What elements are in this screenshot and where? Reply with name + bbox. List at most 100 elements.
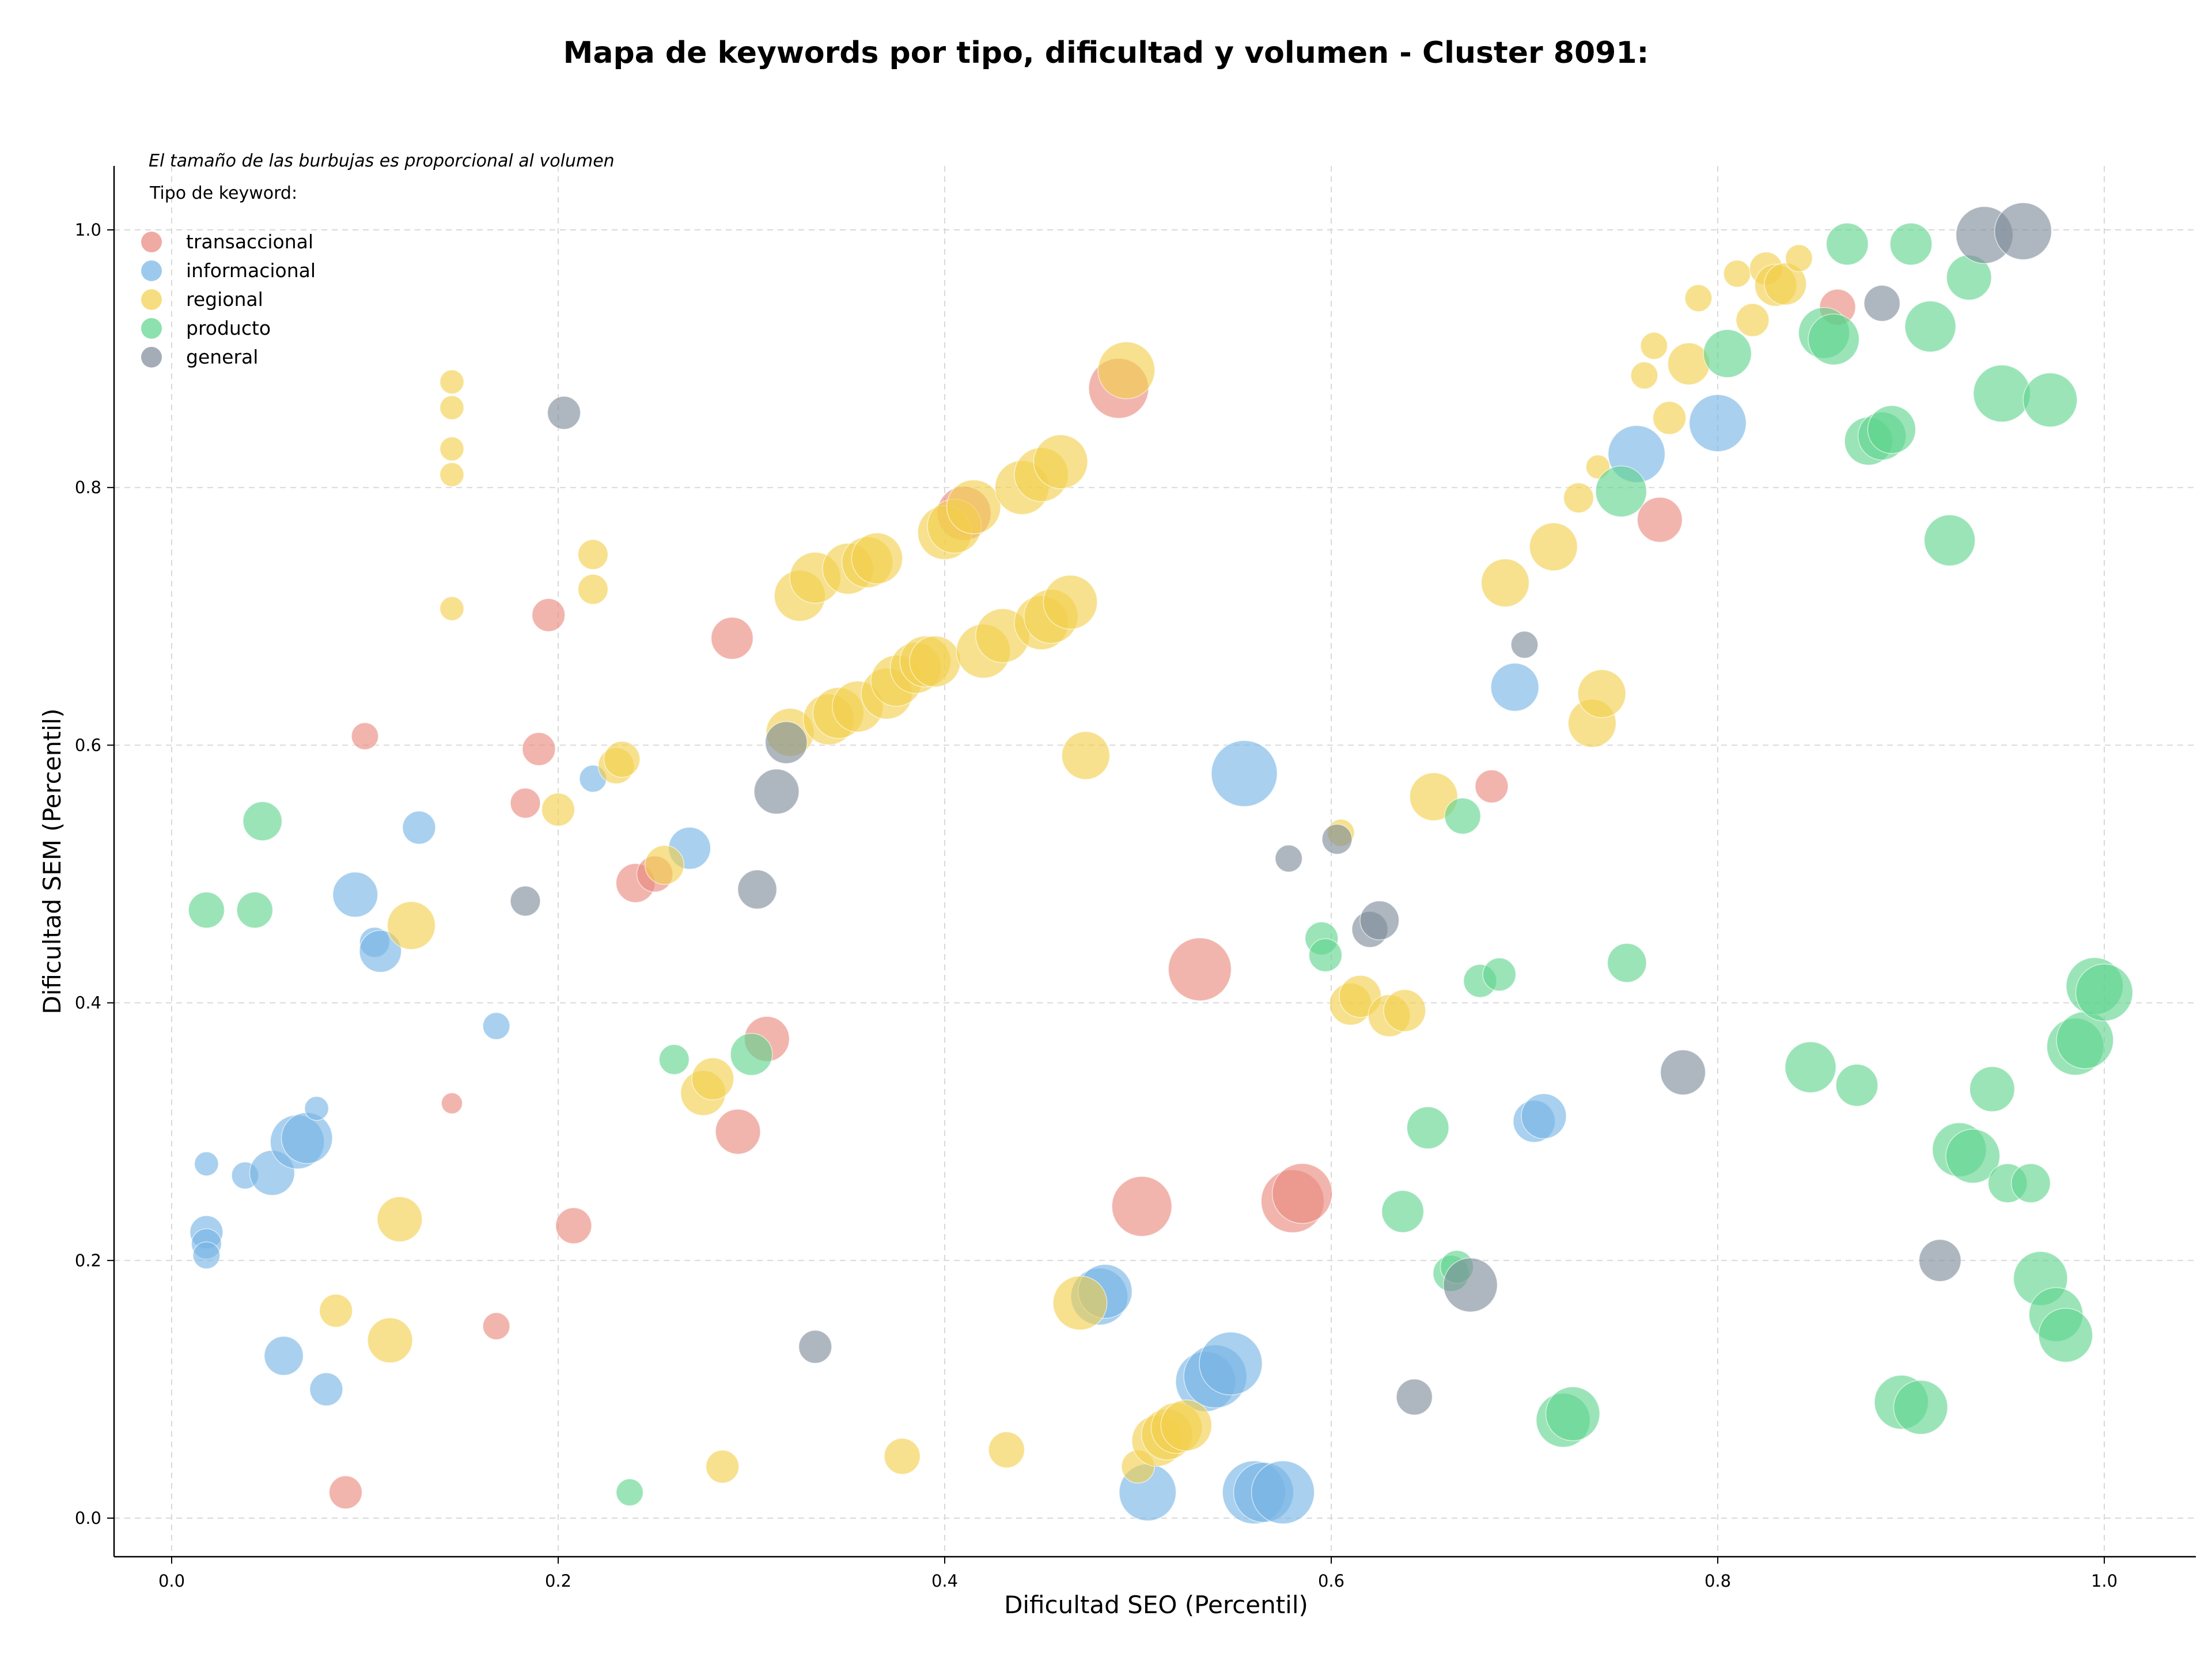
y-axis-label: Dificultad SEM (Percentil) <box>38 709 66 1015</box>
grid-layer <box>114 166 2196 1557</box>
bubble-regional <box>909 635 961 688</box>
bubble-producto <box>1482 958 1517 992</box>
bubble-producto <box>1308 938 1343 973</box>
bubble-general <box>1510 630 1539 659</box>
bubble-regional <box>988 1431 1025 1469</box>
bubble-regional <box>1630 361 1658 389</box>
bubble-transaccional <box>1271 1163 1333 1224</box>
bubble-regional <box>319 1293 353 1328</box>
bubble-transaccional <box>351 722 379 750</box>
x-tick-label: 0.4 <box>931 1571 958 1591</box>
bubble-producto <box>1808 313 1860 366</box>
bubble-producto <box>1545 1386 1600 1441</box>
bubble-general <box>1396 1378 1433 1416</box>
bubble-regional <box>705 1450 740 1484</box>
bubble-transaccional <box>441 1092 463 1114</box>
legend-label-general: general <box>186 346 258 368</box>
bubble-general <box>798 1330 832 1364</box>
bubble-regional <box>851 532 903 585</box>
bubble-regional <box>1736 303 1770 337</box>
bubble-informacional <box>402 811 436 845</box>
bubble-producto <box>1595 465 1647 517</box>
bubble-regional <box>577 539 609 570</box>
bubble-informacional <box>1521 1093 1567 1140</box>
bubble-producto <box>1969 1066 2016 1113</box>
bubble-transaccional <box>555 1207 592 1244</box>
y-tick-label: 0.2 <box>75 1251 101 1270</box>
bubble-producto <box>236 891 274 929</box>
x-axis-label: Dificultad SEO (Percentil) <box>1004 1591 1308 1619</box>
bubble-transaccional <box>522 732 556 766</box>
bubble-regional <box>691 1057 734 1100</box>
bubble-informacional <box>1251 1460 1315 1524</box>
bubble-regional <box>439 395 465 421</box>
bubble-producto <box>615 1478 644 1507</box>
bubble-producto <box>2075 963 2134 1021</box>
bubble-informacional <box>1490 663 1540 712</box>
bubble-regional <box>603 741 641 778</box>
x-tick-label: 0.0 <box>158 1571 185 1591</box>
bubble-regional <box>1684 284 1713 312</box>
bubble-general <box>1660 1049 1706 1096</box>
y-tick-label: 0.6 <box>75 735 101 755</box>
bubble-regional <box>577 574 609 605</box>
y-tick-label: 0.8 <box>75 478 101 497</box>
legend-marker-informacional <box>141 260 162 281</box>
legend: transaccional informacional regional produc… <box>141 230 316 368</box>
y-tick-label: 0.0 <box>75 1508 101 1528</box>
bubble-regional <box>1160 1399 1213 1451</box>
bubble-producto <box>1867 405 1916 454</box>
bubble-producto <box>2010 1163 2051 1204</box>
legend-marker-transaccional <box>141 232 162 252</box>
bubble-producto <box>1904 300 1957 353</box>
bubble-general <box>547 396 581 430</box>
bubble-size-note: El tamaño de las burbujas es proporciona… <box>149 151 615 171</box>
bubble-informacional <box>281 1112 333 1164</box>
legend-label-regional: regional <box>186 288 263 311</box>
bubble-general <box>753 769 800 815</box>
bubble-transaccional <box>710 616 754 660</box>
bubble-regional <box>1033 434 1088 490</box>
bubble-informacional <box>1199 1331 1263 1396</box>
bubble-transaccional <box>510 788 541 819</box>
bubble-general <box>737 869 778 910</box>
bubble-transaccional <box>482 1312 510 1340</box>
bubble-transaccional <box>715 1108 761 1155</box>
bubble-producto <box>1444 797 1482 835</box>
bubble-regional <box>946 479 1001 535</box>
bubble-regional <box>1043 574 1098 630</box>
bubble-informacional <box>1688 394 1747 452</box>
bubble-producto <box>2022 372 2078 427</box>
bubble-regional <box>439 369 465 395</box>
bubble-general <box>1275 845 1303 873</box>
bubble-general <box>510 886 541 917</box>
bubble-producto <box>658 1044 690 1075</box>
bubble-producto <box>1785 1041 1836 1094</box>
bubble-informacional <box>359 930 402 973</box>
bubble-regional <box>644 845 685 885</box>
legend-marker-producto <box>141 318 162 339</box>
bubble-general <box>1994 202 2052 260</box>
bubble-informacional <box>332 872 378 918</box>
bubble-regional <box>1563 482 1594 513</box>
bubble-general <box>1443 1257 1498 1312</box>
bubble-transaccional <box>1111 1176 1172 1237</box>
bubble-regional <box>439 436 465 461</box>
bubble-transaccional <box>328 1475 363 1509</box>
axes-layer <box>113 166 2196 1558</box>
legend-label-transaccional: transaccional <box>186 230 313 253</box>
bubble-transaccional <box>1637 497 1683 543</box>
bubble-transaccional <box>531 598 566 632</box>
bubble-informacional <box>194 1151 219 1176</box>
legend-marker-general <box>141 347 162 368</box>
x-tick-label: 1.0 <box>2091 1571 2118 1591</box>
bubble-producto <box>1923 514 1976 566</box>
legend-label-producto: producto <box>186 317 271 339</box>
bubble-producto <box>1406 1106 1449 1149</box>
bubble-producto <box>1973 364 2031 423</box>
bubble-regional <box>1409 772 1459 822</box>
bubble-regional <box>377 1196 423 1242</box>
legend-label-informacional: informacional <box>186 259 316 282</box>
bubble-regional <box>1529 522 1578 572</box>
